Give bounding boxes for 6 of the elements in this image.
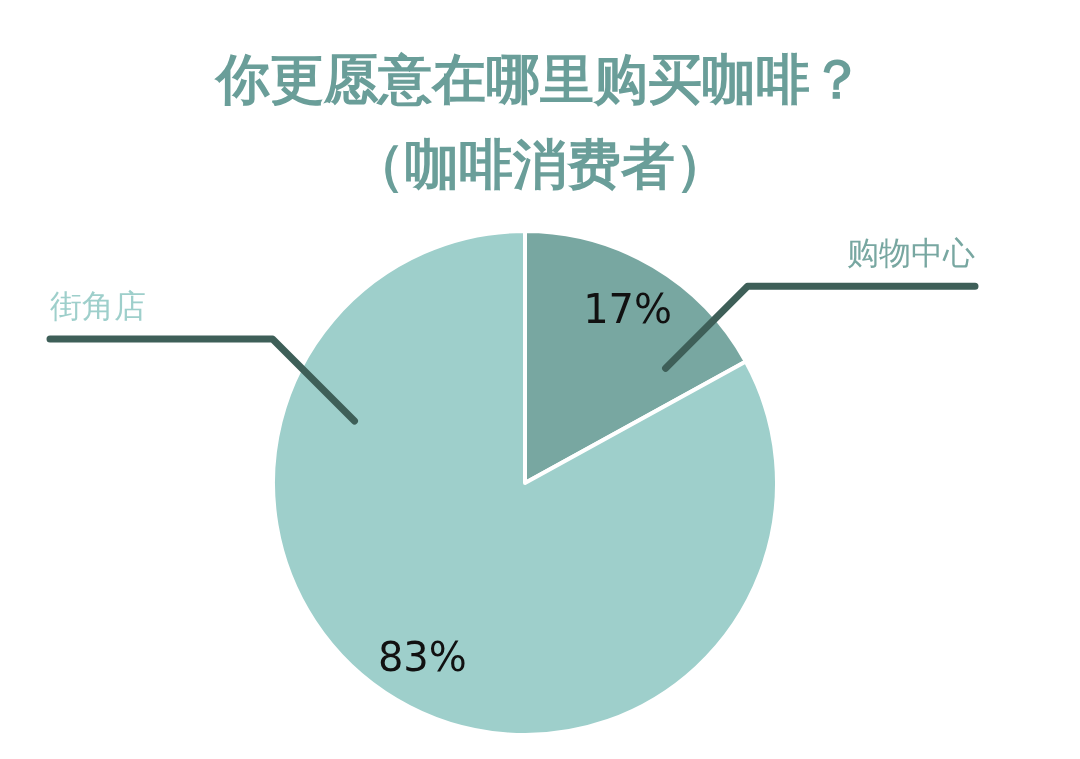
- subtitle: （咖啡消费者）: [351, 133, 729, 196]
- data-label: 83%: [377, 633, 467, 680]
- category-label: 街角店: [50, 286, 146, 325]
- data-label: 17%: [583, 286, 673, 333]
- category-label: 购物中心: [847, 234, 975, 273]
- title: 你更愿意在哪里购买咖啡？: [216, 48, 864, 111]
